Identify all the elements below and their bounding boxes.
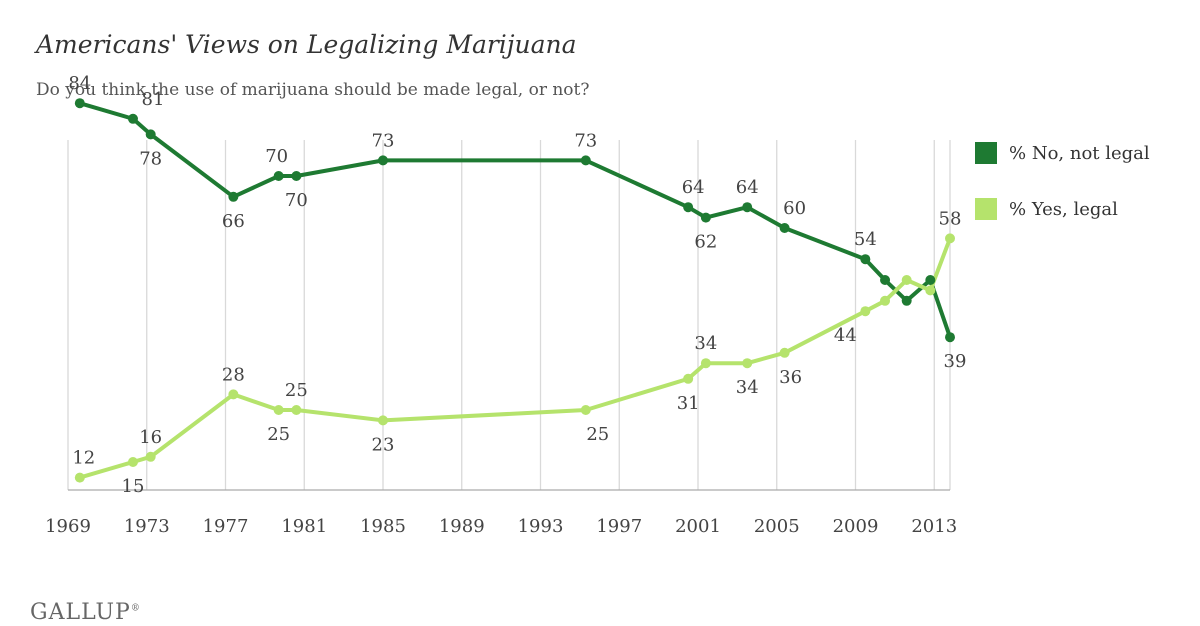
data-label-s0-4: 70 bbox=[265, 146, 288, 167]
data-label-s1-16: 58 bbox=[939, 208, 962, 229]
x-tick-1977: 1977 bbox=[203, 516, 249, 537]
x-tick-1997: 1997 bbox=[596, 516, 642, 537]
x-tick-1981: 1981 bbox=[281, 516, 327, 537]
data-point-s0-1 bbox=[127, 113, 138, 124]
data-point-s0-8 bbox=[683, 202, 694, 213]
legend-item-no: % No, not legal bbox=[975, 138, 1150, 168]
legend-label-yes: % Yes, legal bbox=[1009, 198, 1118, 220]
data-label-s1-7: 25 bbox=[586, 424, 609, 445]
data-label-s0-3: 66 bbox=[222, 211, 245, 232]
chart-title: Americans' Views on Legalizing Marijuana bbox=[36, 30, 577, 59]
x-tick-1993: 1993 bbox=[518, 516, 564, 537]
data-point-s1-11 bbox=[779, 347, 790, 358]
data-label-s0-11: 60 bbox=[783, 198, 806, 219]
data-labels: 84 81 78 66 70 70 73 73 64 62 64 60 54 39 12 15 16 28 25 25… bbox=[68, 73, 966, 497]
data-label-s1-5: 25 bbox=[285, 380, 308, 401]
data-point-s1-14 bbox=[901, 275, 912, 285]
legend-item-yes: % Yes, legal bbox=[975, 194, 1150, 224]
data-point-s1-8 bbox=[683, 373, 694, 384]
data-points bbox=[74, 98, 955, 483]
data-point-s1-5 bbox=[291, 405, 302, 415]
data-point-s0-13 bbox=[880, 275, 891, 285]
data-point-s0-14 bbox=[901, 295, 912, 306]
legend-swatch-no bbox=[975, 142, 997, 164]
x-axis: 1969 1973 1977 1981 1985 1989 1993 1997 2001 2005… bbox=[45, 489, 957, 537]
data-label-s1-10: 34 bbox=[736, 377, 759, 398]
data-label-s0-9: 62 bbox=[694, 232, 717, 253]
x-tick-1973: 1973 bbox=[124, 516, 170, 537]
series-lines bbox=[77, 101, 952, 480]
registered-mark: ® bbox=[130, 603, 141, 614]
x-tick-1985: 1985 bbox=[360, 516, 406, 537]
gridlines bbox=[67, 140, 951, 490]
gallup-logo: GALLUP® bbox=[30, 600, 141, 625]
data-label-s1-0: 12 bbox=[72, 448, 95, 469]
series-line-1 bbox=[77, 236, 952, 480]
data-point-s0-10 bbox=[742, 202, 753, 213]
data-label-s0-1: 81 bbox=[142, 89, 165, 110]
data-point-s0-2 bbox=[145, 129, 156, 140]
data-label-s0-12: 54 bbox=[854, 229, 877, 250]
data-point-s1-13 bbox=[880, 295, 891, 306]
data-label-s1-3: 28 bbox=[222, 364, 245, 385]
data-label-s0-8: 64 bbox=[682, 177, 705, 198]
data-label-s0-5: 70 bbox=[285, 190, 308, 211]
legend: % No, not legal % Yes, legal bbox=[975, 138, 1150, 250]
data-label-s0-6: 73 bbox=[372, 130, 395, 151]
x-tick-2009: 2009 bbox=[833, 516, 879, 537]
data-point-s1-9 bbox=[700, 358, 711, 369]
data-point-s0-0 bbox=[74, 98, 85, 109]
data-label-s1-1: 15 bbox=[122, 476, 145, 497]
data-point-s1-15 bbox=[925, 285, 936, 296]
data-label-s1-11: 36 bbox=[779, 367, 802, 388]
data-label-s0-2: 78 bbox=[139, 148, 162, 169]
series-line-0 bbox=[77, 101, 952, 340]
chart-subtitle: Do you think the use of marijuana should… bbox=[36, 80, 590, 100]
x-tick-2013: 2013 bbox=[911, 516, 957, 537]
x-tick-1969: 1969 bbox=[45, 516, 91, 537]
x-tick-1989: 1989 bbox=[439, 516, 485, 537]
data-label-s0-10: 64 bbox=[736, 177, 759, 198]
data-point-s1-1 bbox=[127, 457, 138, 467]
logo-text: GALLUP bbox=[30, 600, 131, 625]
data-point-s1-3 bbox=[228, 389, 239, 400]
data-point-s0-7 bbox=[580, 155, 591, 166]
data-point-s0-11 bbox=[779, 223, 790, 233]
data-label-s0-0: 84 bbox=[68, 73, 91, 94]
x-tick-2001: 2001 bbox=[675, 516, 721, 537]
data-point-s1-4 bbox=[273, 405, 284, 415]
data-point-s0-4 bbox=[273, 171, 284, 181]
data-label-s1-8: 31 bbox=[677, 393, 700, 414]
data-label-s1-2: 16 bbox=[139, 427, 162, 448]
data-label-s1-12: 44 bbox=[834, 325, 857, 346]
legend-swatch-yes bbox=[975, 198, 997, 220]
data-point-s1-0 bbox=[74, 472, 85, 483]
data-point-s0-6 bbox=[378, 155, 388, 166]
data-point-s0-12 bbox=[860, 254, 871, 265]
data-point-s0-9 bbox=[700, 212, 711, 223]
data-label-s1-9: 34 bbox=[694, 333, 717, 354]
data-point-s1-10 bbox=[742, 358, 753, 369]
data-point-s1-2 bbox=[145, 451, 156, 462]
x-tick-2005: 2005 bbox=[754, 516, 800, 537]
data-point-s0-16 bbox=[945, 332, 955, 343]
data-label-s1-6: 23 bbox=[372, 434, 395, 455]
data-point-s1-7 bbox=[580, 405, 591, 415]
legend-label-no: % No, not legal bbox=[1009, 142, 1150, 164]
data-point-s1-6 bbox=[378, 415, 388, 426]
data-label-s0-16: 39 bbox=[944, 351, 967, 372]
data-point-s0-3 bbox=[228, 191, 239, 202]
data-point-s1-12 bbox=[860, 306, 871, 317]
data-label-s1-4: 25 bbox=[267, 424, 290, 445]
data-point-s0-5 bbox=[291, 171, 302, 181]
data-point-s0-15 bbox=[925, 275, 936, 285]
data-point-s1-16 bbox=[945, 233, 955, 244]
data-label-s0-7: 73 bbox=[574, 130, 597, 151]
